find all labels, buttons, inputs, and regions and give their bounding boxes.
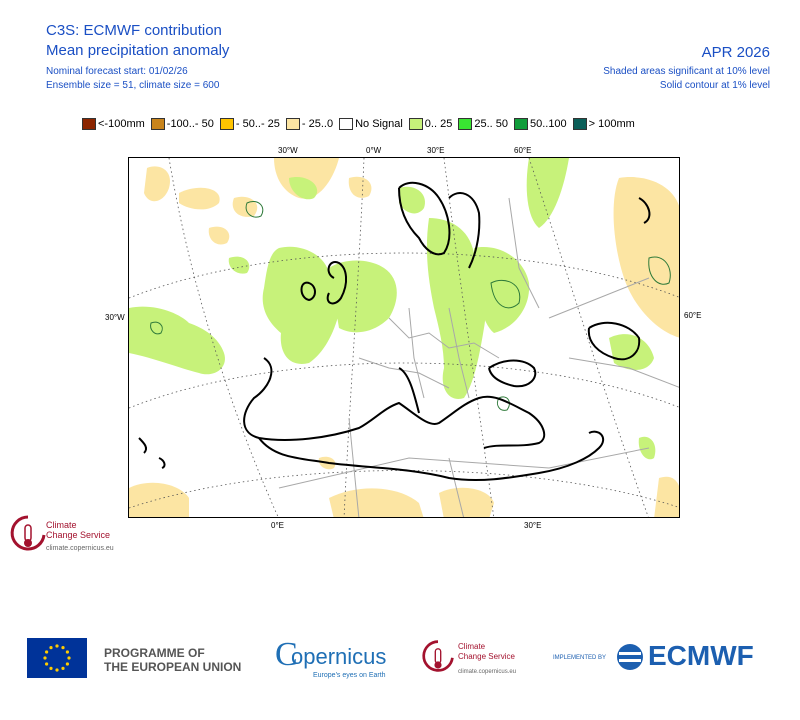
axis-label-bottom-1: 0°E [271, 521, 284, 530]
eu-star-icon [43, 656, 47, 660]
legend-item: No Signal [339, 118, 403, 130]
color-legend: <-100mm -100..- 50 - 50..- 25 - 25..0 No Sig… [82, 116, 641, 132]
legend-label: No Signal [355, 118, 403, 130]
product-title: C3S: ECMWF contribution [46, 22, 222, 39]
eu-star-icon [61, 646, 65, 650]
legend-item: 0.. 25 [408, 118, 453, 130]
axis-label-top-4: 60°E [514, 146, 532, 155]
c3s-side-line1: Climate [46, 520, 77, 530]
legend-swatch [513, 118, 528, 130]
legend-swatch [285, 118, 300, 130]
legend-item: -100..- 50 [150, 118, 214, 130]
legend-swatch [150, 118, 165, 130]
eu-flag [27, 638, 87, 678]
implemented-by-label: IMPLEMENTED BY [553, 655, 607, 661]
axis-label-top-2: 0°W [366, 146, 382, 155]
c3s-footer-name: Climate Change Service [458, 642, 515, 662]
c3s-side-logo [8, 513, 53, 553]
legend-item: > 100mm [572, 118, 635, 130]
copernicus-logo: C opernicus Europe's eyes on Earth [275, 636, 395, 682]
c3s-footer-line1: Climate [458, 642, 486, 651]
axis-label-right: 60°E [684, 311, 702, 320]
c3s-footer-logo [420, 638, 456, 678]
legend-item: 25.. 50 [458, 118, 508, 130]
c3s-thermometer-icon [422, 640, 454, 672]
significance-note: Shaded areas significant at 10% level [603, 66, 770, 77]
eu-star-icon [49, 666, 53, 670]
c3s-footer-line2: Change Service [458, 652, 515, 661]
map-canvas [129, 158, 679, 517]
axis-label-bottom-2: 30°E [524, 521, 542, 530]
legend-item: <-100mm [82, 118, 145, 130]
eu-star-icon [65, 662, 69, 666]
c3s-footer-url: climate.copernicus.eu [458, 669, 517, 675]
legend-item: 50..100 [513, 118, 567, 130]
legend-swatch [572, 118, 587, 130]
eu-star-icon [45, 650, 49, 654]
ecmwf-icon [617, 644, 643, 670]
legend-swatch [82, 118, 96, 130]
eu-star-icon [49, 646, 53, 650]
legend-item: - 25..0 [285, 118, 334, 130]
eu-star-icon [61, 666, 65, 670]
eu-star-icon [65, 650, 69, 654]
legend-swatch [339, 118, 354, 130]
c3s-side-name: Climate Change Service [46, 520, 110, 540]
legend-label: - 50..- 25 [235, 118, 280, 130]
c3s-side-line2: Change Service [46, 530, 111, 540]
legend-label: <-100mm [98, 118, 145, 130]
legend-swatch [458, 118, 473, 130]
eu-star-icon [45, 662, 49, 666]
axis-label-top-1: 30°W [278, 146, 298, 155]
axis-label-left: 30°W [105, 313, 125, 322]
legend-label: 0.. 25 [424, 118, 453, 130]
legend-label: -100..- 50 [166, 118, 214, 130]
programme-text: PROGRAMME OF THE EUROPEAN UNION [104, 646, 241, 674]
ecmwf-logo-mark [615, 642, 645, 672]
eu-star-icon [67, 656, 71, 660]
valid-month: APR 2026 [701, 44, 770, 61]
legend-label: - 25..0 [301, 118, 334, 130]
legend-swatch [408, 118, 423, 130]
precipitation-anomaly-map [128, 157, 680, 518]
eu-stars-icon [43, 644, 71, 672]
c3s-side-url: climate.copernicus.eu [46, 545, 114, 552]
forecast-start: Nominal forecast start: 01/02/26 [46, 66, 188, 77]
copernicus-tagline: Europe's eyes on Earth [313, 672, 386, 679]
significance-contours [150, 201, 671, 411]
negative-anomaly-shading [129, 158, 679, 517]
axis-label-top-3: 30°E [427, 146, 445, 155]
copernicus-wordmark: opernicus [291, 644, 387, 669]
ecmwf-wordmark: ECMWF [648, 640, 754, 671]
eu-star-icon [55, 644, 59, 648]
legend-label: > 100mm [588, 118, 635, 130]
eu-stars-group [43, 644, 71, 672]
copernicus-c-letter: C [275, 636, 298, 673]
thermometer-icon [10, 515, 46, 551]
legend-label: 25.. 50 [474, 118, 508, 130]
contour-note: Solid contour at 1% level [659, 80, 770, 91]
programme-line1: PROGRAMME OF [104, 646, 205, 660]
eu-star-icon [55, 668, 59, 672]
legend-swatch [219, 118, 234, 130]
country-borders [278, 197, 679, 517]
coastlines [138, 181, 651, 482]
programme-line2: THE EUROPEAN UNION [104, 660, 242, 674]
legend-item: - 50..- 25 [219, 118, 280, 130]
legend-label: 50..100 [529, 118, 567, 130]
variable-title: Mean precipitation anomaly [46, 42, 230, 59]
graticule [129, 158, 679, 517]
ensemble-size: Ensemble size = 51, climate size = 600 [46, 80, 220, 91]
